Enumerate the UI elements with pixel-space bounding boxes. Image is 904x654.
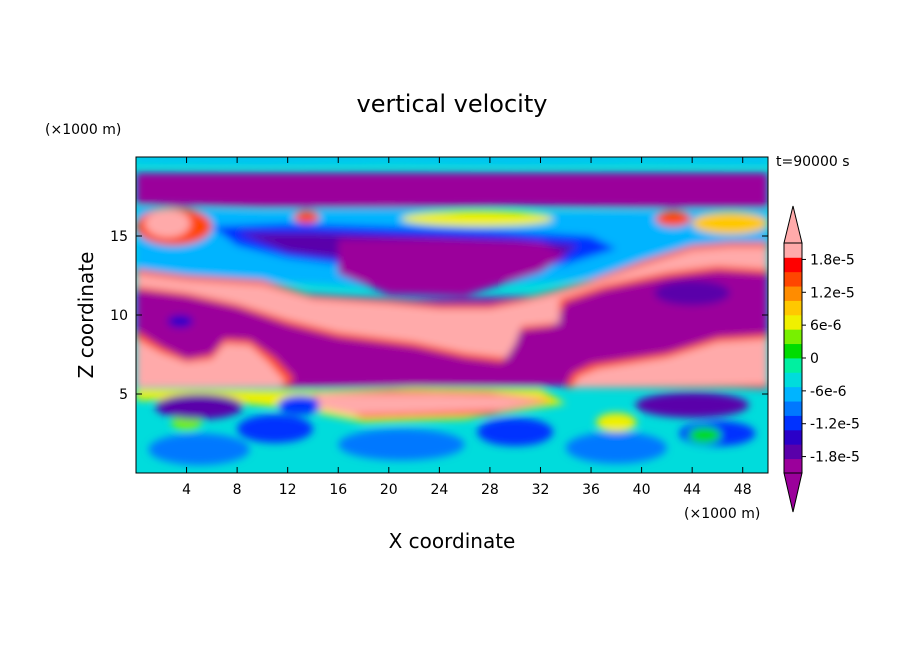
field-blob xyxy=(294,210,320,224)
colorbar-swatch xyxy=(784,444,802,460)
x-tick-label: 28 xyxy=(481,482,499,498)
field-top-edge xyxy=(136,157,768,164)
y-axis: 5 10 15 xyxy=(110,229,768,403)
field-blob xyxy=(167,315,193,328)
chart-title: vertical velocity xyxy=(357,90,548,118)
x-tick-label: 44 xyxy=(683,482,701,498)
field-blob xyxy=(655,210,691,227)
colorbar-extend-top xyxy=(783,205,803,244)
colorbar-swatch xyxy=(784,386,802,402)
colorbar-swatch xyxy=(784,271,802,287)
field-blob xyxy=(144,209,191,238)
x-tick-label: 32 xyxy=(532,482,550,498)
x-tick-label: 24 xyxy=(430,482,448,498)
field-blob xyxy=(148,433,250,466)
colorbar-swatch xyxy=(784,300,802,316)
colorbar-swatch xyxy=(784,401,802,416)
colorbar-swatch xyxy=(784,343,802,359)
field-blob xyxy=(635,392,750,418)
colorbar-label: 1.2e-5 xyxy=(810,285,855,301)
colorbar-swatch xyxy=(784,458,802,474)
field-blob xyxy=(154,394,244,420)
colorbar-swatch xyxy=(784,243,802,258)
field-upper xyxy=(338,239,566,296)
x-tick-label: 20 xyxy=(380,482,398,498)
colorbar-swatch xyxy=(784,257,802,273)
x-unit-label: (×1000 m) xyxy=(684,506,760,522)
field-blob xyxy=(688,427,722,443)
colorbar-label: -1.8e-5 xyxy=(810,450,860,466)
x-tick-label: 8 xyxy=(233,482,242,498)
field-blob xyxy=(565,431,667,464)
colorbar-label: -6e-6 xyxy=(810,384,847,400)
x-tick-label: 36 xyxy=(582,482,600,498)
field-blob xyxy=(401,210,554,227)
x-tick-label: 48 xyxy=(734,482,752,498)
field-sheet xyxy=(136,247,768,358)
field-plume xyxy=(572,338,768,388)
field-blob xyxy=(654,280,731,306)
x-axis: 4 8 12 16 20 24 28 32 36 40 44 48 xyxy=(182,157,752,498)
time-label: t=90000 s xyxy=(776,154,850,170)
x-tick-label: 40 xyxy=(633,482,651,498)
colorbar-swatch xyxy=(784,329,802,345)
field-plume xyxy=(136,338,286,388)
y-tick-label: 5 xyxy=(119,387,128,403)
colorbar-label: 0 xyxy=(810,351,819,367)
colorbar-label: 6e-6 xyxy=(810,318,842,334)
field-top xyxy=(136,172,768,208)
colorbar-swatch xyxy=(784,286,802,301)
field-blob xyxy=(277,395,324,415)
colorbar-extend-bottom xyxy=(783,472,803,513)
colorbar-label: 1.8e-5 xyxy=(810,252,855,268)
colorbar-label: -1.2e-5 xyxy=(810,417,860,433)
x-tick-label: 12 xyxy=(279,482,297,498)
y-tick-label: 10 xyxy=(110,308,128,324)
plot-area xyxy=(136,157,768,473)
field-blob xyxy=(692,212,768,235)
x-tick-label: 4 xyxy=(182,482,191,498)
field-plume xyxy=(316,394,547,415)
colorbar-swatch xyxy=(784,358,802,373)
colorbar-swatch xyxy=(784,372,802,388)
y-axis-label: Z coordinate xyxy=(74,252,98,379)
colorbar-swatch xyxy=(784,429,802,445)
colorbar-swatch xyxy=(784,415,802,431)
field-blob xyxy=(596,412,637,432)
x-tick-label: 16 xyxy=(329,482,347,498)
colorbar-swatch xyxy=(784,314,802,330)
y-unit-label: (×1000 m) xyxy=(45,122,121,138)
x-axis-label: X coordinate xyxy=(389,529,516,553)
colorbar: 1.8e-5 1.2e-5 6e-6 0 -6e-6 -1.2e-5 -1.8e-5 xyxy=(783,205,860,513)
y-tick-label: 15 xyxy=(110,229,128,245)
field-blob xyxy=(237,414,313,443)
field-blob xyxy=(477,417,554,447)
field-blob xyxy=(338,428,465,461)
